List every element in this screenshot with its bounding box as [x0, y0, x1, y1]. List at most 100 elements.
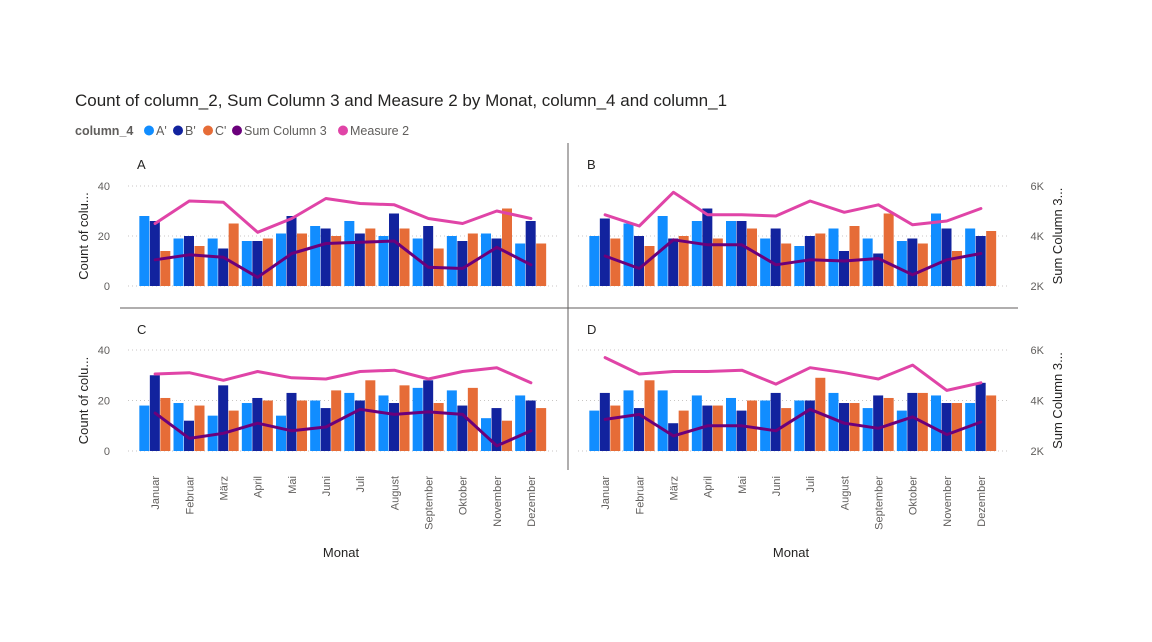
bar[interactable]	[589, 410, 600, 451]
bar[interactable]	[952, 251, 962, 286]
bar[interactable]	[747, 400, 757, 452]
bar[interactable]	[644, 380, 655, 451]
bar[interactable]	[702, 208, 713, 287]
bar[interactable]	[691, 221, 702, 286]
legend-item-a[interactable]: A'	[144, 124, 167, 138]
bar[interactable]	[491, 238, 502, 287]
bar[interactable]	[491, 408, 502, 451]
bar[interactable]	[668, 238, 679, 287]
bar[interactable]	[378, 395, 389, 451]
legend-item-sum-column-3[interactable]: Sum Column 3	[232, 124, 327, 138]
bar[interactable]	[599, 218, 610, 287]
bar[interactable]	[770, 392, 781, 451]
bar[interactable]	[515, 243, 526, 287]
bar[interactable]	[139, 405, 150, 451]
bar[interactable]	[657, 216, 668, 286]
bar[interactable]	[286, 392, 297, 451]
bar[interactable]	[941, 403, 952, 451]
bar[interactable]	[931, 213, 941, 287]
bar[interactable]	[623, 223, 634, 287]
bar[interactable]	[423, 226, 434, 286]
bar[interactable]	[481, 233, 491, 287]
bar[interactable]	[160, 397, 171, 451]
bar[interactable]	[907, 392, 918, 451]
bar[interactable]	[917, 243, 928, 287]
bar[interactable]	[907, 238, 918, 287]
line-series-measure-2[interactable]	[153, 366, 533, 385]
bar[interactable]	[320, 228, 331, 287]
bar[interactable]	[173, 403, 184, 451]
bar[interactable]	[623, 390, 634, 451]
bar[interactable]	[173, 238, 184, 287]
bar[interactable]	[218, 385, 229, 451]
bar[interactable]	[747, 228, 757, 287]
bar[interactable]	[149, 221, 160, 286]
bar[interactable]	[378, 236, 389, 286]
bar[interactable]	[678, 410, 689, 451]
bar[interactable]	[536, 243, 547, 287]
bar[interactable]	[610, 405, 621, 451]
bar[interactable]	[457, 405, 468, 451]
line-series-measure-2[interactable]	[603, 190, 983, 228]
bar[interactable]	[599, 392, 610, 451]
bar[interactable]	[839, 251, 849, 286]
bar[interactable]	[194, 246, 205, 286]
bar[interactable]	[262, 238, 273, 287]
bar[interactable]	[896, 410, 907, 451]
bar[interactable]	[331, 236, 342, 286]
legend-item-c[interactable]: C'	[203, 124, 226, 138]
bar[interactable]	[828, 392, 839, 451]
bar[interactable]	[883, 213, 894, 287]
line-series-measure-2[interactable]	[603, 356, 983, 392]
bar[interactable]	[525, 400, 536, 452]
line-series-sum-column-3[interactable]	[603, 407, 983, 438]
bar[interactable]	[515, 395, 526, 451]
bar[interactable]	[184, 420, 194, 451]
bar[interactable]	[194, 405, 205, 451]
bar[interactable]	[446, 390, 457, 451]
bar[interactable]	[770, 228, 781, 287]
line-series-measure-2[interactable]	[153, 197, 533, 234]
bar[interactable]	[712, 405, 723, 451]
bar[interactable]	[931, 395, 941, 451]
bar[interactable]	[657, 390, 668, 451]
bar[interactable]	[310, 226, 321, 286]
bar[interactable]	[241, 241, 252, 286]
bar[interactable]	[286, 216, 297, 286]
bar[interactable]	[525, 221, 536, 286]
legend-item-measure-2[interactable]: Measure 2	[338, 124, 409, 138]
bar[interactable]	[502, 420, 512, 451]
bar[interactable]	[794, 400, 805, 452]
bar[interactable]	[184, 236, 194, 286]
bar[interactable]	[139, 216, 150, 286]
bar[interactable]	[941, 228, 952, 287]
bar[interactable]	[644, 246, 655, 286]
legend-item-b[interactable]: B'	[173, 124, 196, 138]
bar[interactable]	[975, 236, 986, 286]
bar[interactable]	[399, 228, 410, 287]
bar[interactable]	[467, 233, 478, 287]
bar[interactable]	[423, 380, 434, 451]
bar[interactable]	[634, 408, 644, 451]
bar[interactable]	[467, 387, 478, 451]
bar[interactable]	[873, 253, 884, 287]
bar[interactable]	[276, 415, 286, 451]
bar[interactable]	[691, 395, 702, 451]
bar[interactable]	[896, 241, 907, 286]
bar[interactable]	[849, 226, 860, 286]
bar[interactable]	[228, 223, 239, 287]
bar[interactable]	[634, 236, 644, 286]
bar[interactable]	[965, 228, 976, 287]
bar[interactable]	[365, 228, 376, 287]
bar[interactable]	[433, 403, 444, 451]
bar[interactable]	[862, 238, 873, 287]
bar[interactable]	[828, 228, 839, 287]
line-series-sum-column-3[interactable]	[153, 407, 533, 448]
bar[interactable]	[207, 238, 218, 287]
bar[interactable]	[365, 380, 376, 451]
bar[interactable]	[252, 241, 263, 286]
bar[interactable]	[207, 415, 218, 451]
bar[interactable]	[536, 408, 547, 451]
bar[interactable]	[804, 400, 815, 452]
bar[interactable]	[218, 248, 229, 287]
